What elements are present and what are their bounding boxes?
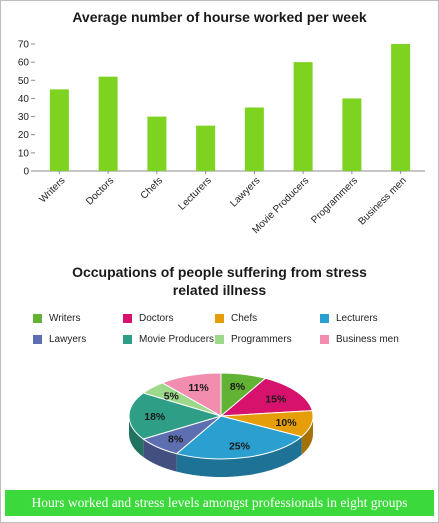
y-tick-label: 0	[23, 167, 29, 178]
pie-data-label: 25%	[229, 441, 251, 453]
pie-slice-side	[301, 416, 313, 455]
legend-label: Business men	[336, 334, 399, 345]
pie-chart: 8%15%10%25%8%18%5%11%	[128, 372, 314, 477]
y-tick-label: 50	[18, 76, 30, 87]
legend-label: Chefs	[231, 313, 258, 324]
pie-top-faces	[128, 372, 314, 460]
legend-swatch	[123, 335, 132, 344]
pie-chart-title-line-1: Occupations of people suffering from str…	[72, 264, 367, 280]
legend-swatch	[215, 335, 224, 344]
pie-data-label: 11%	[188, 382, 209, 394]
legend-swatch	[33, 314, 42, 323]
legend-item: Movie Producers	[123, 334, 214, 345]
pie-data-label: 10%	[276, 417, 298, 429]
legend-label: Writers	[49, 313, 81, 324]
figure-caption: Hours worked and stress levels amongst p…	[5, 490, 434, 516]
y-tick-label: 30	[18, 112, 30, 123]
bar	[49, 89, 69, 171]
pie-side-walls	[129, 416, 313, 477]
legend-label: Programmers	[231, 334, 292, 345]
pie-slice	[128, 392, 223, 440]
y-tick-label: 60	[18, 58, 30, 69]
legend-item: Lawyers	[33, 334, 86, 345]
pie-slice-side	[176, 436, 302, 477]
pie-slice	[175, 415, 303, 460]
pie-data-label: 5%	[164, 391, 180, 403]
pie-data-label: 18%	[144, 411, 166, 423]
legend-label: Doctors	[139, 313, 174, 324]
y-tick-label: 40	[18, 94, 30, 105]
legend-item: Business men	[320, 334, 399, 345]
y-tick-label: 20	[18, 130, 30, 141]
legend-swatch	[123, 314, 132, 323]
bar	[147, 116, 167, 171]
legend-item: Programmers	[215, 334, 292, 345]
legend-swatch	[215, 314, 224, 323]
legend-label: Lawyers	[49, 334, 87, 345]
legend-item: Writers	[33, 313, 80, 324]
pie-slice	[219, 377, 313, 417]
pie-data-labels: 8%15%10%25%8%18%5%11%	[144, 381, 297, 453]
pie-data-label: 15%	[265, 394, 287, 406]
pie-slice-side	[129, 416, 144, 458]
bar-chart-title: Average number of hourse worked per week	[72, 9, 367, 25]
pie-chart-title-line-2: related illness	[172, 282, 267, 298]
pie-slice-side	[143, 439, 177, 472]
bar	[391, 44, 411, 171]
y-tick-label: 10	[18, 148, 30, 159]
legend-item: Lecturers	[320, 313, 378, 324]
pie-data-label: 8%	[230, 381, 246, 393]
legend-swatch	[320, 335, 329, 344]
pie-slice	[161, 372, 222, 417]
bar	[98, 76, 118, 171]
bar	[244, 107, 264, 171]
legend-label: Movie Producers	[139, 334, 215, 345]
bar	[342, 98, 362, 171]
legend-item: Chefs	[215, 313, 257, 324]
legend-swatch	[33, 335, 42, 344]
bar	[293, 62, 313, 172]
pie-chart-title: Occupations of people suffering from str…	[1, 263, 438, 299]
legend-item: Doctors	[123, 313, 173, 324]
bar	[196, 125, 216, 171]
pie-data-label: 8%	[168, 434, 184, 446]
y-tick-label: 70	[18, 40, 30, 51]
legend-label: Lecturers	[336, 313, 378, 324]
legend-swatch	[320, 314, 329, 323]
